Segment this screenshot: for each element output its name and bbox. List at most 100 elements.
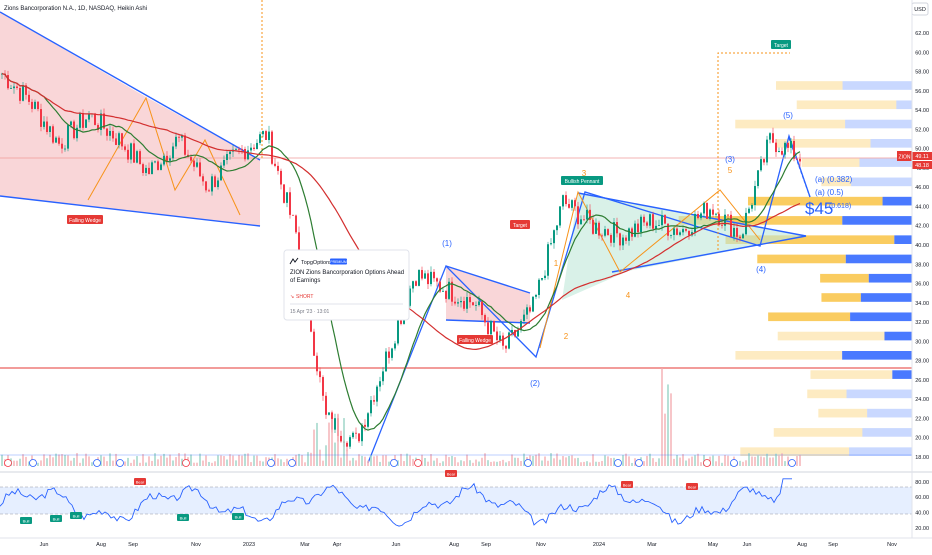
event-icon[interactable] — [267, 459, 275, 467]
candle-body — [682, 229, 684, 233]
idea-card[interactable]: TopgOptions PREMIUM ZION Zions Bancorpor… — [283, 249, 410, 321]
candle-body — [430, 271, 432, 285]
candle-body — [586, 209, 588, 220]
time-axis[interactable]: Jun Aug Sep Nov 2023 Mar Apr Jun Aug Sep Nov 2024 Ma… — [40, 542, 898, 548]
candle-body — [364, 424, 366, 427]
candle-body — [25, 85, 27, 95]
volume-bar — [463, 461, 465, 466]
candle-body — [325, 395, 327, 415]
volume-bar — [67, 455, 69, 466]
candle-body — [532, 296, 534, 312]
candle-body — [49, 126, 51, 133]
event-icon[interactable] — [788, 459, 796, 467]
volume-bar — [91, 462, 93, 466]
volume-bars — [1, 368, 801, 466]
signal-bull: Bull — [232, 513, 244, 520]
candle-body — [592, 219, 594, 234]
volume-bar — [577, 457, 579, 466]
event-icon[interactable] — [288, 459, 296, 467]
events-row[interactable] — [4, 459, 796, 467]
profile-bar-up — [821, 293, 861, 302]
svg-text:Bull: Bull — [73, 514, 80, 519]
volume-bar — [307, 452, 309, 466]
volume-bar — [88, 456, 90, 466]
event-icon[interactable] — [730, 459, 738, 467]
candle-body — [388, 351, 390, 358]
idea-title[interactable]: ZION Zions Bancorporation Options Ahead … — [290, 270, 405, 284]
volume-bar — [178, 453, 180, 466]
volume-bar — [718, 455, 720, 466]
time-tick-17: Nov — [887, 542, 897, 548]
candle-body — [103, 113, 105, 129]
profile-bar-down — [850, 312, 912, 322]
volume-bar — [19, 458, 21, 466]
profile-bar-up — [740, 447, 850, 456]
price-tick-10: 38.00 — [915, 262, 929, 268]
event-icon[interactable] — [390, 459, 398, 467]
volume-bar — [376, 455, 378, 466]
volume-bar — [361, 455, 363, 466]
candle-body — [151, 162, 153, 175]
volume-bar — [403, 461, 405, 466]
event-icon[interactable] — [414, 459, 422, 467]
event-icon[interactable] — [614, 459, 622, 467]
volume-bar — [700, 462, 702, 466]
event-icon[interactable] — [703, 459, 711, 467]
event-icon[interactable] — [116, 459, 124, 467]
volume-bar — [784, 461, 786, 466]
candle-body — [697, 213, 699, 219]
volume-bar — [211, 462, 213, 466]
volume-bar — [682, 454, 684, 466]
profile-bar-up — [747, 196, 883, 206]
candle-body — [16, 86, 18, 88]
profile-bar-down — [845, 254, 912, 264]
volume-bar — [472, 462, 474, 466]
volume-bar — [175, 457, 177, 466]
price-tick-20: 58.00 — [915, 70, 929, 76]
price-tick-22: 62.00 — [915, 31, 929, 37]
price-axis[interactable]: 18.00 20.00 22.00 24.00 26.00 28.00 30.00 32.00… — [915, 31, 929, 461]
idea-author[interactable]: TopgOptions — [301, 260, 332, 266]
candle-body — [727, 214, 729, 216]
volume-bar — [229, 454, 231, 466]
candle-body — [460, 300, 462, 303]
volume-bar — [283, 462, 285, 466]
candle-body — [7, 75, 9, 89]
profile-bar-up — [821, 177, 852, 187]
osc-tick-0: 80.00 — [915, 480, 929, 486]
candle-body — [118, 133, 120, 145]
volume-bar — [517, 457, 519, 466]
event-icon[interactable] — [4, 459, 12, 467]
volume-bar — [520, 460, 522, 466]
candle-body — [355, 432, 357, 434]
candle-body — [490, 321, 492, 335]
event-icon[interactable] — [93, 459, 101, 467]
volume-bar — [769, 457, 771, 466]
volume-bar — [667, 384, 669, 466]
price-tick-14: 46.00 — [915, 185, 929, 191]
volume-bar — [124, 461, 126, 466]
candle-body — [223, 160, 225, 166]
candle-body — [313, 331, 315, 356]
event-icon[interactable] — [635, 459, 643, 467]
price-tick-2: 22.00 — [915, 416, 929, 422]
event-icon[interactable] — [524, 459, 532, 467]
candle-body — [484, 315, 486, 323]
volume-bar — [673, 458, 675, 466]
volume-bar — [40, 460, 42, 466]
author-logo-icon — [289, 257, 299, 265]
signal-bull: Bull — [50, 515, 62, 522]
event-icon[interactable] — [29, 459, 37, 467]
candle-body — [730, 214, 732, 237]
candle-body — [781, 151, 783, 155]
volume-bar — [199, 453, 201, 466]
candle-body — [94, 113, 96, 125]
currency-button[interactable]: USD — [911, 2, 929, 16]
candle-body — [445, 290, 447, 299]
oscillator-axis[interactable]: 80.00 60.00 40.00 20.00 — [915, 480, 929, 532]
profile-bar-down — [862, 428, 912, 437]
event-icon[interactable] — [182, 459, 190, 467]
volume-bar — [346, 449, 348, 466]
candle-body — [97, 124, 99, 130]
